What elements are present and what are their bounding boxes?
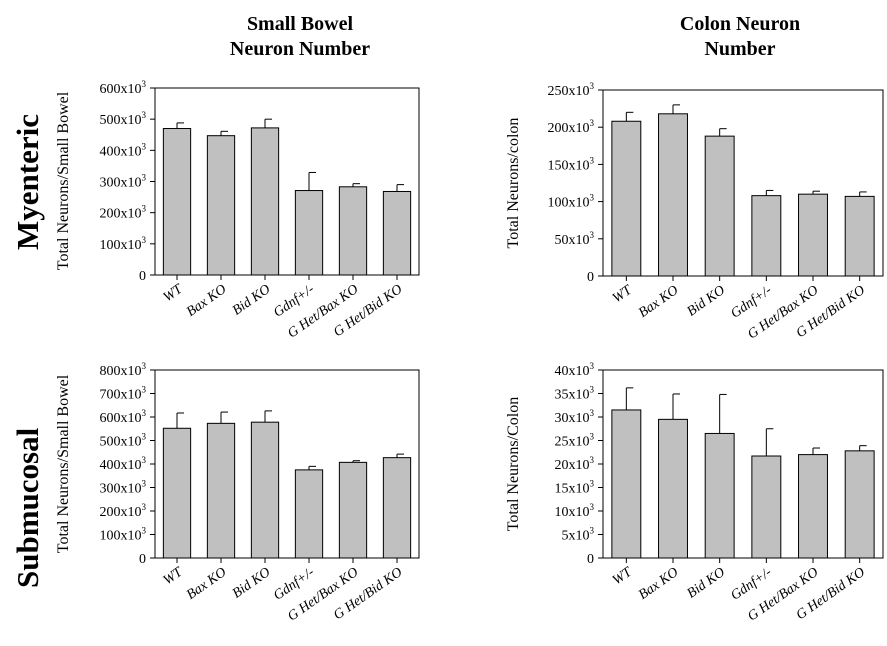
bar: [162, 128, 192, 276]
x-tick-label: WT: [161, 564, 187, 588]
bar: [382, 190, 412, 276]
y-axis-label: Total Neurons/Small Bowel: [55, 374, 72, 553]
y-axis-label: Total Neurons/colon: [505, 118, 522, 249]
column-title-small-bowel-line1: Small Bowel: [246, 13, 354, 35]
y-tick-label: 0: [587, 552, 594, 567]
y-tick-label: 0: [139, 552, 146, 567]
y-tick-label: 10x103: [555, 502, 595, 520]
x-tick-label: Bid KO: [685, 565, 728, 602]
y-tick-label: 100x103: [100, 526, 147, 544]
x-tick-label: WT: [161, 281, 187, 305]
plot-frame: [602, 369, 884, 559]
bar: [798, 454, 828, 559]
y-tick-label: 25x103: [555, 432, 595, 450]
y-tick-label: 40x103: [555, 361, 595, 379]
y-tick-label: 400x103: [100, 455, 147, 473]
bar: [611, 409, 642, 559]
bar: [162, 427, 192, 559]
bar: [250, 421, 280, 559]
bar: [844, 195, 875, 277]
y-tick-label: 50x103: [555, 230, 595, 248]
y-tick-label: 300x103: [100, 173, 147, 191]
y-tick-label: 100x103: [100, 235, 147, 253]
column-title-small-bowel: Small Bowel Neuron Number: [190, 12, 410, 62]
bar: [338, 461, 368, 559]
bar: [658, 113, 688, 277]
y-axis-label: Total Neurons/Small Bowel: [55, 91, 72, 270]
y-tick-label: 35x103: [555, 385, 595, 403]
y-tick-label: 0: [587, 270, 594, 285]
plot-frame: [154, 87, 420, 276]
bar: [338, 186, 368, 276]
column-title-colon: Colon Neuron Number: [640, 12, 840, 62]
column-title-colon-line1: Colon Neuron: [679, 13, 801, 35]
x-tick-label: WT: [610, 564, 636, 588]
x-tick-label: Bax KO: [184, 565, 229, 603]
bar: [294, 469, 324, 559]
y-tick-label: 250x103: [548, 81, 595, 99]
y-tick-label: 400x103: [100, 141, 147, 159]
y-tick-label: 200x103: [548, 118, 595, 136]
y-tick-label: 800x103: [100, 361, 147, 379]
x-tick-label: Bid KO: [230, 282, 273, 319]
y-tick-label: 100x103: [548, 193, 595, 211]
bar: [206, 422, 236, 559]
chart-panel-4: 0 5x103 10x103 15x103 20x103 25x103 30x103 35x1…: [505, 361, 884, 625]
y-tick-label: 500x103: [100, 110, 147, 128]
y-tick-label: 600x103: [100, 79, 147, 97]
x-tick-label: Bax KO: [636, 283, 681, 321]
bar: [611, 120, 642, 277]
column-title-colon-line2: Number: [704, 38, 776, 60]
y-axis-label: Total Neurons/Colon: [505, 397, 522, 531]
y-tick-label: 300x103: [100, 479, 147, 497]
y-tick-label: 30x103: [555, 408, 595, 426]
bar: [751, 195, 782, 277]
bar: [294, 190, 324, 276]
bar: [751, 455, 782, 559]
bar: [798, 193, 828, 277]
bar: [704, 432, 735, 559]
y-tick-label: 200x103: [100, 502, 147, 520]
y-tick-label: 5x103: [562, 526, 595, 544]
bar: [382, 457, 412, 559]
y-tick-label: 700x103: [100, 385, 147, 403]
y-tick-label: 150x103: [548, 155, 595, 173]
x-tick-label: WT: [610, 282, 636, 306]
x-tick-label: Bid KO: [230, 565, 273, 602]
plot-frame: [602, 89, 884, 277]
chart-panel-1: 0 100x103 200x103 300x103 400x103 500x103 600x…: [55, 79, 420, 342]
y-tick-label: 500x103: [100, 432, 147, 450]
bar: [206, 135, 236, 276]
y-tick-label: 15x103: [555, 479, 595, 497]
bar: [250, 127, 280, 276]
y-tick-label: 20x103: [555, 455, 595, 473]
plot-frame: [154, 369, 420, 559]
x-tick-label: Bax KO: [636, 565, 681, 603]
y-tick-label: 200x103: [100, 204, 147, 222]
y-tick-label: 600x103: [100, 408, 147, 426]
y-tick-label: 0: [139, 269, 146, 284]
x-tick-label: Bax KO: [184, 282, 229, 320]
chart-panel-3: 0 100x103 200x103 300x103 400x103 500x103 600x…: [55, 361, 420, 625]
chart-panel-2: 0 50x103 100x103 150x103 200x103 250x103 WT Bax…: [505, 81, 884, 343]
bar: [844, 450, 875, 559]
bar: [704, 135, 735, 277]
column-title-small-bowel-line2: Neuron Number: [229, 38, 371, 60]
bar: [658, 418, 688, 559]
x-tick-label: Bid KO: [685, 283, 728, 320]
